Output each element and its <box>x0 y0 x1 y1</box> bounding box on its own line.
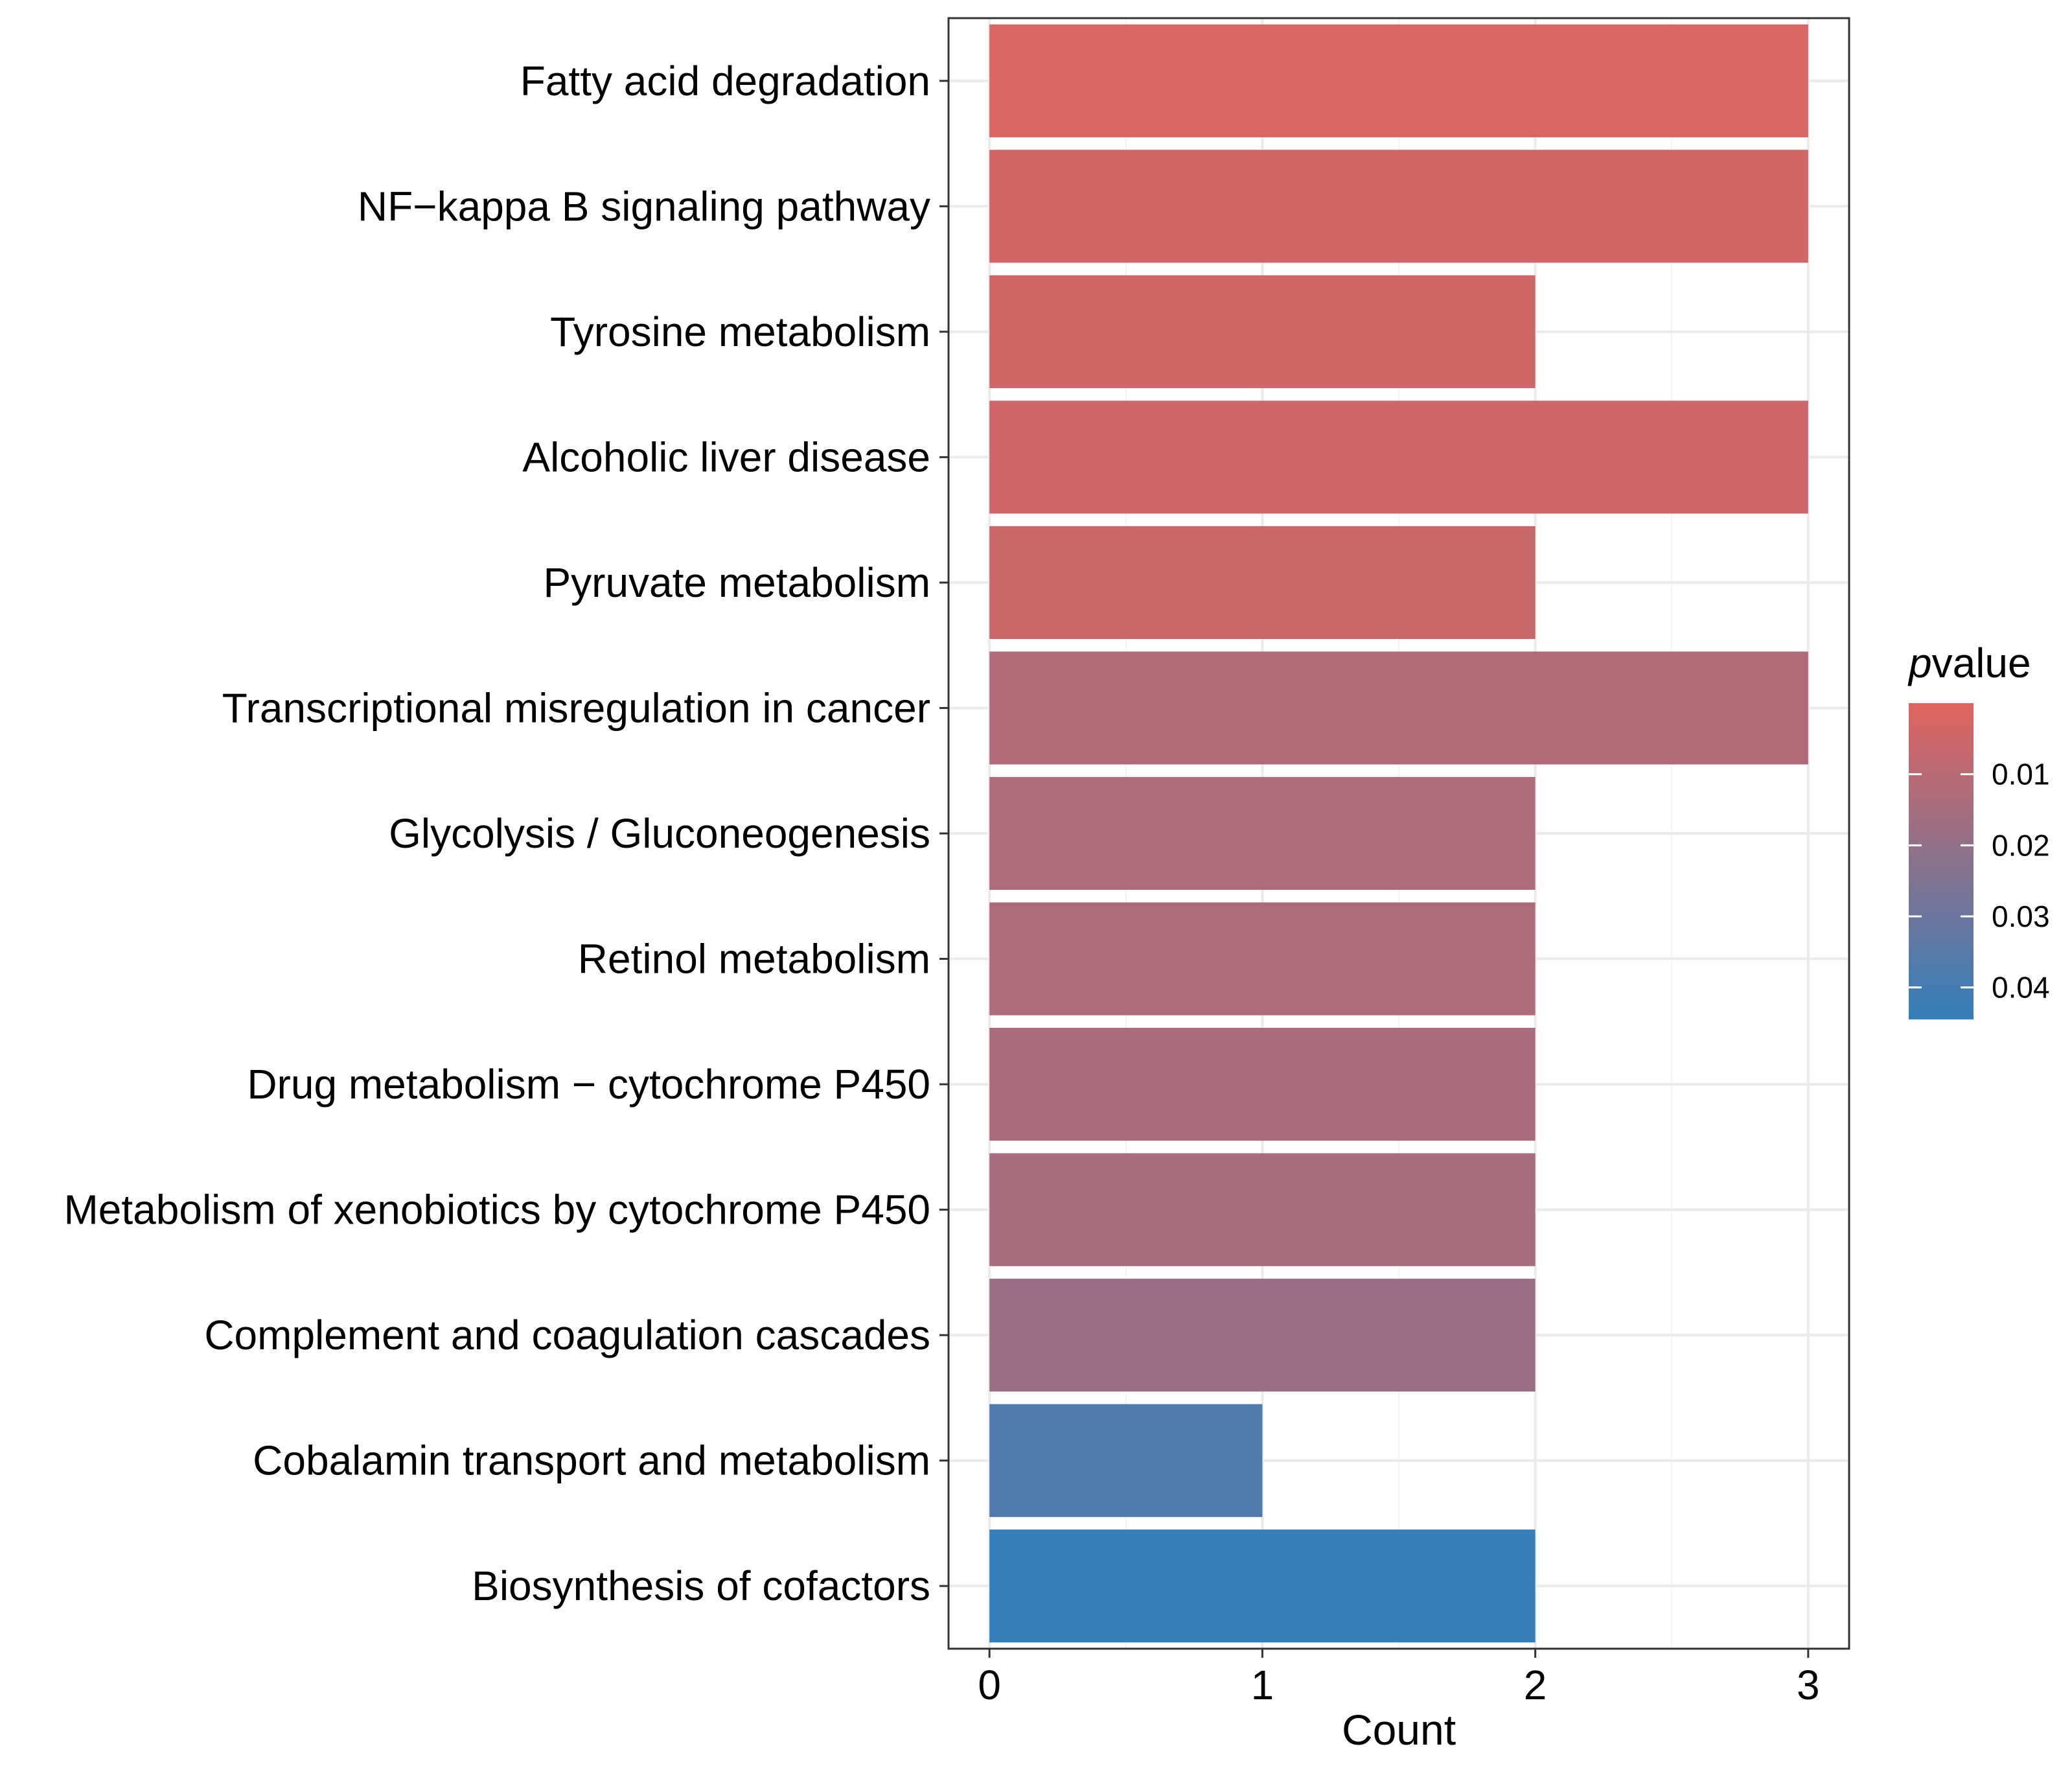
pvalue-legend: pvalue 0.01 0.02 0.03 0.04 <box>1907 640 2050 1019</box>
bar <box>989 651 1808 765</box>
x-tick-label: 1 <box>1251 1662 1274 1708</box>
category-label: Pyruvate metabolism <box>543 559 930 606</box>
bar <box>989 1027 1536 1141</box>
category-ticks: Fatty acid degradation NF−kappa B signali… <box>63 58 949 1609</box>
category-label: NF−kappa B signaling pathway <box>358 183 930 229</box>
category-label: Retinol metabolism <box>578 936 930 982</box>
bar <box>989 902 1536 1016</box>
category-label: Complement and coagulation cascades <box>204 1312 930 1358</box>
x-ticks: 0 1 2 3 <box>978 1649 1820 1708</box>
category-label: Alcoholic liver disease <box>522 434 930 480</box>
legend-ticks: 0.01 0.02 0.03 0.04 <box>1909 758 2050 1005</box>
bar <box>989 1279 1536 1392</box>
x-tick-label: 3 <box>1797 1662 1820 1708</box>
category-label: Transcriptional misregulation in cancer <box>222 684 930 731</box>
bars <box>989 24 1808 1643</box>
legend-tick-label: 0.04 <box>1992 971 2050 1005</box>
x-axis-title: Count <box>1342 1706 1456 1754</box>
bar <box>989 24 1808 137</box>
bar <box>989 275 1536 388</box>
bar <box>989 526 1536 640</box>
legend-tick-label: 0.01 <box>1992 758 2050 791</box>
bar <box>989 401 1808 514</box>
x-tick-label: 0 <box>978 1662 1001 1708</box>
category-label: Drug metabolism − cytochrome P450 <box>247 1061 930 1108</box>
legend-tick-label: 0.02 <box>1992 828 2050 862</box>
bar <box>989 150 1808 263</box>
category-label: Fatty acid degradation <box>520 58 930 104</box>
category-label: Cobalamin transport and metabolism <box>253 1437 930 1484</box>
category-label: Metabolism of xenobiotics by cytochrome … <box>63 1187 930 1233</box>
bar <box>989 1153 1536 1266</box>
category-label: Tyrosine metabolism <box>550 308 930 355</box>
legend-colorbar <box>1909 703 1974 1019</box>
bar <box>989 1404 1263 1517</box>
bar <box>989 1529 1536 1643</box>
category-label: Glycolysis / Gluconeogenesis <box>389 810 930 857</box>
bar <box>989 776 1536 890</box>
category-label: Biosynthesis of cofactors <box>472 1563 930 1609</box>
legend-title: pvalue <box>1907 640 2031 686</box>
x-tick-label: 2 <box>1524 1662 1547 1708</box>
legend-tick-label: 0.03 <box>1992 900 2050 933</box>
